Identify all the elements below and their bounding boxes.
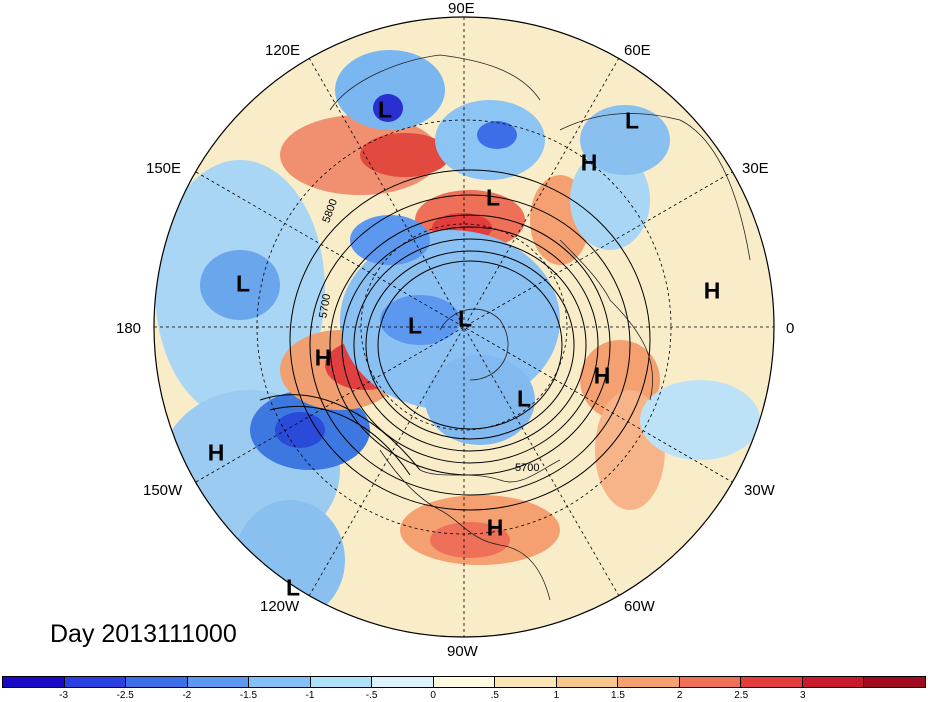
colorbar-tick-label: 2 — [676, 690, 683, 701]
low-center: L — [407, 312, 423, 339]
lon-label-30e: 30E — [742, 160, 769, 177]
high-center: H — [486, 514, 504, 541]
colorbar-tick-label: -1 — [305, 690, 315, 701]
colorbar-swatch — [126, 677, 188, 687]
colorbar-swatch — [802, 677, 865, 687]
lon-label-180: 180 — [116, 320, 142, 337]
lon-label-30w: 30W — [744, 482, 775, 499]
colorbar-swatch — [187, 677, 250, 687]
lon-label-60w: 60W — [624, 598, 655, 615]
high-center: H — [703, 277, 721, 304]
lon-label-120w: 120W — [260, 598, 300, 615]
colorbar-swatch — [741, 677, 803, 687]
colorbar-tick-label: -3 — [59, 690, 69, 701]
colorbar-swatch — [64, 677, 127, 687]
colorbar-swatch — [433, 677, 496, 687]
colorbar-swatch — [310, 677, 373, 687]
low-center: L — [457, 305, 473, 332]
low-center: L — [516, 385, 532, 412]
lon-label-120e: 120E — [265, 42, 301, 59]
low-center: L — [485, 184, 501, 211]
colorbar-swatch — [249, 677, 311, 687]
map-title: Day 2013111000 — [50, 620, 237, 648]
colorbar-tick-label: -2 — [182, 690, 192, 701]
colorbar-tick-label: 0 — [430, 690, 436, 701]
lon-label-60e: 60E — [624, 42, 651, 59]
colorbar-tick-label: -2.5 — [116, 690, 134, 701]
high-center: H — [580, 149, 598, 176]
lon-label-90w: 90W — [447, 643, 478, 660]
colorbar-tick-label: 1 — [553, 690, 560, 701]
graticule — [154, 17, 774, 637]
lon-label-90e: 90E — [448, 0, 475, 17]
low-center: L — [235, 270, 251, 297]
lon-label-150e: 150E — [146, 160, 182, 177]
colorbar-tick-label: -.5 — [365, 690, 378, 701]
height-contours — [259, 169, 651, 511]
colorbar-swatch — [372, 677, 434, 687]
colorbar-tick-label: 1.5 — [611, 690, 625, 701]
colorbar-swatch — [495, 677, 557, 687]
low-center: L — [285, 574, 301, 601]
contour-label-5700-b: 5700 — [515, 462, 540, 474]
colorbar-swatch — [556, 677, 619, 687]
high-center: H — [314, 344, 332, 371]
lon-label-0: 0 — [786, 320, 795, 337]
low-center: L — [377, 96, 393, 123]
coastlines — [329, 54, 751, 601]
colorbar-tick-label: .5 — [490, 690, 499, 701]
high-center: H — [593, 362, 611, 389]
colorbar-tick-label: 2.5 — [734, 690, 749, 701]
high-center: H — [207, 439, 225, 466]
colorbar-tick-label: 3 — [800, 690, 806, 701]
colorbar-tick-label: -1.5 — [239, 690, 258, 701]
colorbar-swatch — [679, 677, 742, 687]
colorbar-swatch — [618, 677, 680, 687]
map-boundary — [153, 16, 775, 638]
colorbar — [2, 676, 926, 688]
lon-label-150w: 150W — [143, 482, 183, 499]
colorbar-swatch — [3, 677, 65, 687]
low-center: L — [624, 107, 640, 134]
colorbar-swatch — [864, 677, 925, 687]
